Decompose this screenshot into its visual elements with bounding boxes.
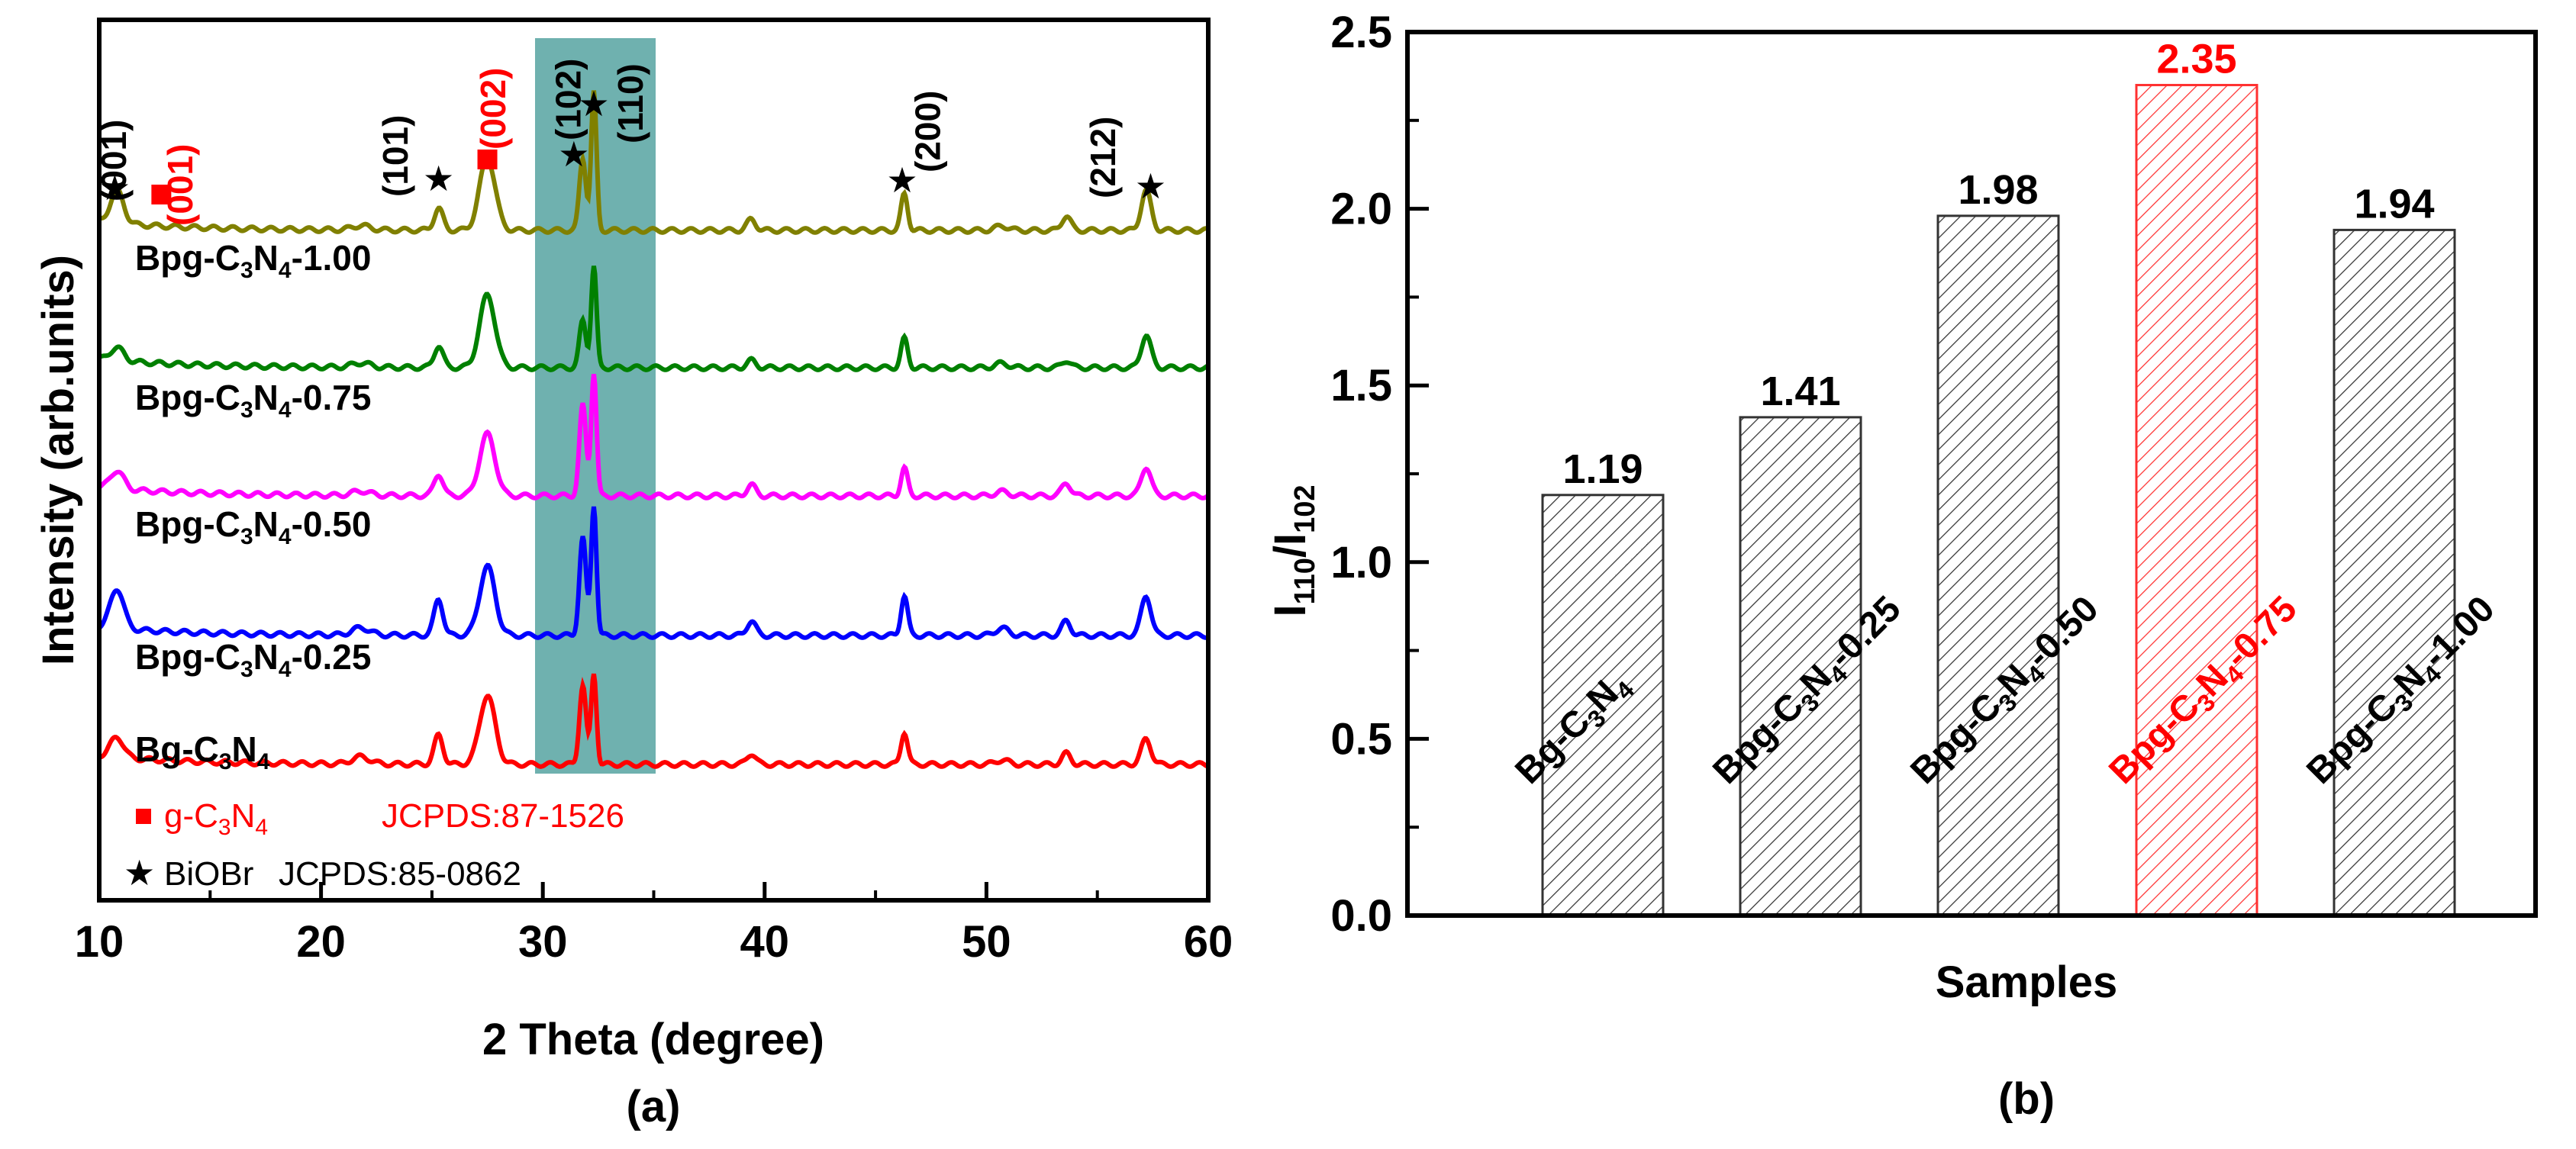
xrd-square-marker bbox=[477, 150, 498, 169]
bar-plot-frame bbox=[1405, 30, 2538, 918]
xrd-legend: g-C3N4 JCPDS:87-1526 ★ BiOBr JCPDS:85-08… bbox=[124, 797, 624, 893]
xrd-label-layer: Bg-C3N4 Bpg-C3N4-0.25 Bpg-C3N4-0.50 Bpg-C3N… bbox=[135, 238, 371, 774]
xrd-x-tick-label: 60 bbox=[1184, 917, 1233, 967]
xrd-x-tick-label: 10 bbox=[75, 917, 124, 967]
bar-y-tick-label: 0.5 bbox=[1330, 714, 1392, 764]
xrd-x-tick-label: 40 bbox=[740, 917, 790, 967]
legend-gc3n4-code: JCPDS:87-1526 bbox=[382, 797, 624, 835]
bar-y-tick-label: 0.0 bbox=[1330, 891, 1392, 941]
bar bbox=[2333, 228, 2456, 917]
bar-y-tick-label: 1.0 bbox=[1330, 538, 1392, 587]
legend-gc3n4-label: g-C3N4 bbox=[164, 797, 268, 840]
xrd-chart: (001)★ (001) (101) ★(002) (102)★(110)★ (200)★… bbox=[34, 18, 1233, 1131]
xrd-star-marker: ★ bbox=[886, 160, 917, 200]
xrd-x-tick-label: 30 bbox=[518, 917, 568, 967]
bar-value-label: 2.35 bbox=[2156, 36, 2236, 82]
bar-x-axis-title: Samples bbox=[1936, 958, 2118, 1007]
xrd-plot-frame bbox=[97, 18, 1211, 903]
legend-biobr-label: BiOBr bbox=[164, 855, 253, 893]
xrd-series-line bbox=[98, 90, 1209, 235]
bar-value-label: 1.98 bbox=[1958, 167, 2038, 213]
xrd-series-layer bbox=[98, 90, 1210, 769]
panel-a-label: (a) bbox=[627, 1082, 681, 1131]
xrd-series-label: Bpg-C3N4-0.25 bbox=[135, 637, 371, 682]
panel-b-label: (b) bbox=[1998, 1074, 2055, 1124]
xrd-star-marker: ★ bbox=[423, 159, 454, 198]
legend-biobr-code: JCPDS:85-0862 bbox=[279, 855, 521, 893]
xrd-peak-annotation: (002) bbox=[473, 68, 513, 150]
bar-value-label: 1.94 bbox=[2354, 181, 2434, 227]
xrd-y-axis-title: Intensity (arb.units) bbox=[34, 255, 83, 665]
bar-value-label: 1.41 bbox=[1760, 369, 1840, 414]
bar-y-tick-label: 1.5 bbox=[1330, 361, 1392, 410]
xrd-star-marker: ★ bbox=[558, 134, 589, 174]
xrd-peak-annotation: (200) bbox=[908, 91, 947, 172]
xrd-series-line bbox=[98, 374, 1210, 500]
xrd-x-axis-title: 2 Theta (degree) bbox=[482, 1015, 824, 1064]
xrd-annotation-layer: (001)★ (001) (101) ★(002) (102)★(110)★ (200)★… bbox=[94, 59, 1166, 226]
bar-y-tick-label: 2.0 bbox=[1330, 185, 1392, 234]
xrd-series-line bbox=[98, 266, 1209, 372]
legend-star-marker: ★ bbox=[124, 853, 155, 893]
xrd-series-line bbox=[98, 673, 1209, 769]
xrd-series-label: Bpg-C3N4-0.50 bbox=[135, 504, 371, 549]
xrd-x-axis: 10 20 30 40 50 60 bbox=[75, 882, 1233, 967]
xrd-series-label: Bpg-C3N4-1.00 bbox=[135, 238, 371, 283]
xrd-x-tick-label: 20 bbox=[296, 917, 346, 967]
xrd-peak-annotation: (212) bbox=[1083, 117, 1123, 198]
bar-y-axis: 0.0 0.5 1.0 1.5 2.0 2.5 bbox=[1330, 8, 1429, 941]
xrd-peak-annotation: (110) bbox=[611, 63, 650, 143]
bar bbox=[1739, 416, 1862, 917]
bar-value-label: 1.19 bbox=[1562, 446, 1643, 492]
xrd-star-marker: ★ bbox=[1135, 166, 1166, 206]
legend-square-marker bbox=[136, 809, 151, 824]
bar-layer: 1.19Bg-C3N41.41Bpg-C3N4-0.251.98Bpg-C3N4… bbox=[1507, 36, 2503, 917]
bar-y-axis-title: I110/I102 bbox=[1265, 484, 1321, 616]
xrd-square-marker bbox=[151, 185, 172, 204]
xrd-star-marker: ★ bbox=[578, 84, 609, 124]
bar bbox=[1936, 214, 2060, 917]
bar-y-tick-label: 2.5 bbox=[1330, 8, 1392, 57]
xrd-series-line bbox=[98, 506, 1209, 640]
xrd-x-tick-label: 50 bbox=[962, 917, 1011, 967]
xrd-series-label: Bg-C3N4 bbox=[135, 729, 270, 774]
xrd-star-marker: ★ bbox=[99, 168, 131, 208]
xrd-peak-annotation: (102) bbox=[549, 59, 588, 140]
xrd-series-label: Bpg-C3N4-0.75 bbox=[135, 378, 371, 423]
bar bbox=[1541, 494, 1665, 917]
ratio-bar-chart: 1.19Bg-C3N41.41Bpg-C3N4-0.251.98Bpg-C3N4… bbox=[1265, 8, 2538, 1124]
xrd-peak-annotation: (101) bbox=[376, 115, 415, 197]
bar bbox=[2135, 83, 2258, 917]
